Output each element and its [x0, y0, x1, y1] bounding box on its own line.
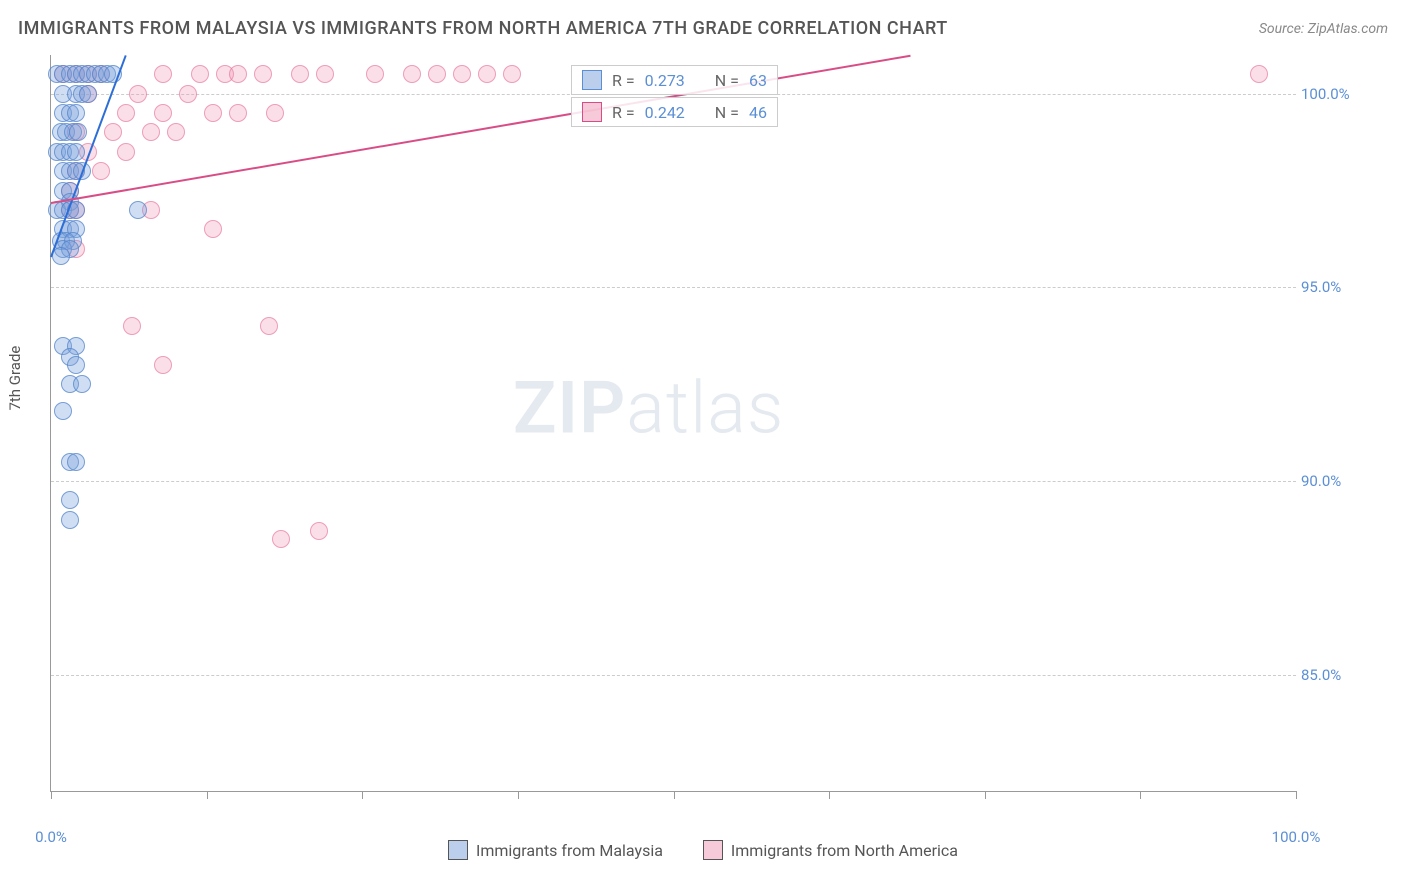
- scatter-point: [142, 123, 160, 141]
- legend-item-north-america: Immigrants from North America: [703, 840, 958, 860]
- scatter-point: [316, 65, 334, 83]
- x-tick: [1296, 791, 1297, 799]
- scatter-point: [1250, 65, 1268, 83]
- stats-n-value: 63: [749, 71, 767, 90]
- scatter-point: [67, 143, 85, 161]
- scatter-point: [229, 65, 247, 83]
- y-tick-label: 100.0%: [1301, 85, 1371, 103]
- scatter-point: [67, 356, 85, 374]
- plot-area: ZIPatlas 85.0%90.0%95.0%100.0%0.0%100.0%…: [50, 55, 1296, 792]
- stats-r-label: R =: [612, 71, 635, 90]
- scatter-point: [92, 162, 110, 180]
- scatter-point: [167, 123, 185, 141]
- scatter-point: [69, 123, 87, 141]
- x-tick: [207, 791, 208, 799]
- x-tick: [985, 791, 986, 799]
- y-tick-label: 95.0%: [1301, 278, 1371, 296]
- scatter-point: [117, 104, 135, 122]
- chart-container: 7th Grade ZIPatlas 85.0%90.0%95.0%100.0%…: [50, 55, 1376, 812]
- stats-swatch: [582, 70, 602, 90]
- legend-label: Immigrants from Malaysia: [476, 841, 663, 860]
- scatter-point: [123, 317, 141, 335]
- scatter-point: [266, 104, 284, 122]
- scatter-point: [366, 65, 384, 83]
- stats-box: R = 0.273 N = 63: [571, 65, 778, 95]
- x-tick: [518, 791, 519, 799]
- scatter-point: [191, 65, 209, 83]
- scatter-point: [61, 511, 79, 529]
- scatter-point: [204, 220, 222, 238]
- chart-title: IMMIGRANTS FROM MALAYSIA VS IMMIGRANTS F…: [18, 18, 948, 39]
- scatter-point: [117, 143, 135, 161]
- x-tick: [1140, 791, 1141, 799]
- x-tick: [362, 791, 363, 799]
- scatter-point: [179, 85, 197, 103]
- scatter-point: [272, 530, 290, 548]
- gridline: [51, 481, 1296, 482]
- scatter-point: [291, 65, 309, 83]
- scatter-point: [154, 65, 172, 83]
- y-tick-label: 90.0%: [1301, 472, 1371, 490]
- scatter-point: [67, 453, 85, 471]
- source-attribution: Source: ZipAtlas.com: [1259, 21, 1388, 37]
- stats-n-label: N =: [715, 103, 739, 122]
- gridline: [51, 287, 1296, 288]
- stats-box: R = 0.242 N = 46: [571, 97, 778, 127]
- scatter-point: [254, 65, 272, 83]
- y-tick-label: 85.0%: [1301, 666, 1371, 684]
- scatter-point: [260, 317, 278, 335]
- x-tick: [51, 791, 52, 799]
- scatter-point: [79, 85, 97, 103]
- scatter-point: [54, 402, 72, 420]
- watermark: ZIPatlas: [513, 366, 785, 451]
- legend: Immigrants from Malaysia Immigrants from…: [0, 840, 1406, 860]
- scatter-point: [310, 522, 328, 540]
- y-axis-label: 7th Grade: [6, 345, 24, 410]
- legend-swatch-blue: [448, 840, 468, 860]
- legend-swatch-pink: [703, 840, 723, 860]
- legend-label: Immigrants from North America: [731, 841, 958, 860]
- stats-r-value: 0.242: [645, 103, 685, 122]
- scatter-point: [478, 65, 496, 83]
- scatter-point: [104, 123, 122, 141]
- stats-r-label: R =: [612, 103, 635, 122]
- scatter-point: [129, 85, 147, 103]
- scatter-point: [67, 104, 85, 122]
- gridline: [51, 675, 1296, 676]
- scatter-point: [154, 104, 172, 122]
- x-tick: [674, 791, 675, 799]
- scatter-point: [229, 104, 247, 122]
- stats-n-label: N =: [715, 71, 739, 90]
- scatter-point: [129, 201, 147, 219]
- scatter-point: [73, 375, 91, 393]
- legend-item-malaysia: Immigrants from Malaysia: [448, 840, 663, 860]
- scatter-point: [204, 104, 222, 122]
- scatter-point: [52, 247, 70, 265]
- stats-swatch: [582, 102, 602, 122]
- x-tick: [829, 791, 830, 799]
- scatter-point: [453, 65, 471, 83]
- scatter-point: [428, 65, 446, 83]
- scatter-point: [61, 491, 79, 509]
- scatter-point: [503, 65, 521, 83]
- stats-r-value: 0.273: [645, 71, 685, 90]
- stats-n-value: 46: [749, 103, 767, 122]
- scatter-point: [154, 356, 172, 374]
- scatter-point: [403, 65, 421, 83]
